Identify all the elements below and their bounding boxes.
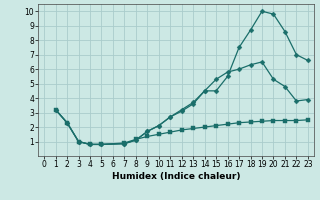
X-axis label: Humidex (Indice chaleur): Humidex (Indice chaleur) [112,172,240,181]
